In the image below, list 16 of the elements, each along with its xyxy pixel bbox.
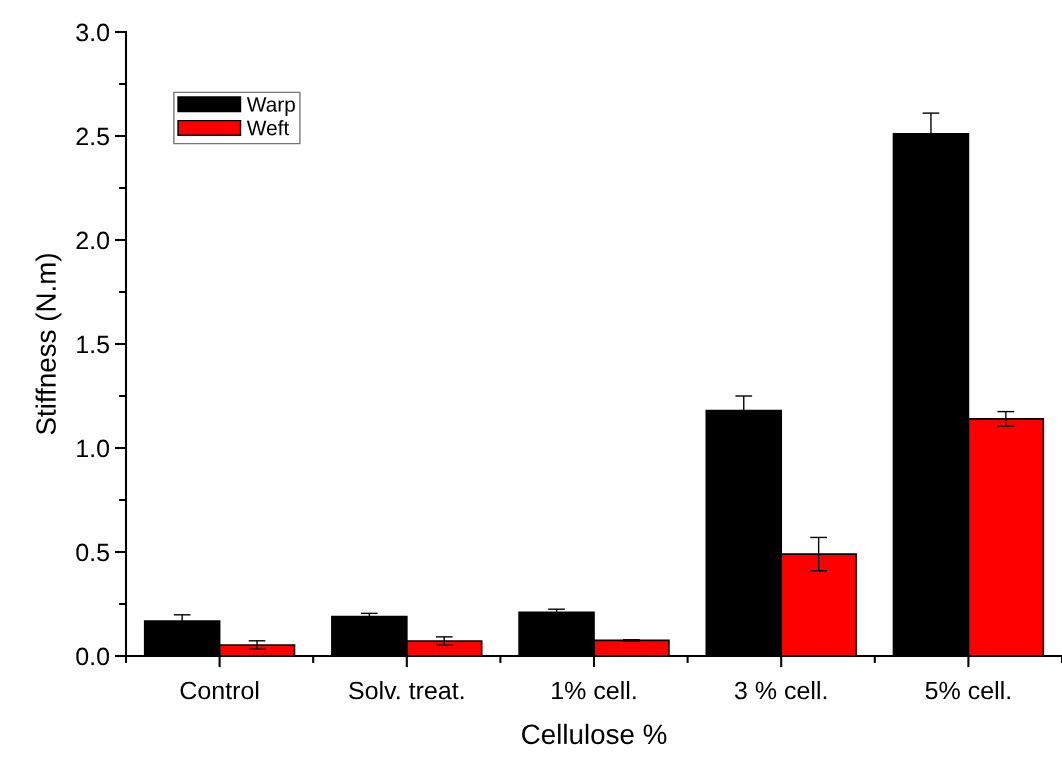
y-tick-label: 1.5 [77, 335, 109, 354]
y-tick-label: 0.5 [76, 543, 109, 562]
legend-label: Warp [246, 97, 295, 116]
y-tick-label: 2.5 [76, 127, 109, 146]
legend-label: Weft [246, 120, 290, 136]
x-tick-label: Control [180, 681, 259, 700]
x-tick-label: 5% cell. [925, 681, 1010, 700]
x-tick-label: Solv. treat. [349, 681, 464, 700]
y-tick-label: 0.0 [76, 647, 110, 666]
y-tick-label: 2.0 [76, 231, 110, 250]
x-tick-label: 1% cell. [552, 681, 636, 700]
y-axis-title: Stiffness (N.m) [35, 254, 62, 435]
x-axis-title: Cellulose % [522, 723, 667, 745]
y-tick-label: 1.0 [77, 439, 110, 458]
y-tick-label: 3.0 [76, 23, 110, 42]
x-tick-label: 3 % cell. [734, 681, 827, 700]
